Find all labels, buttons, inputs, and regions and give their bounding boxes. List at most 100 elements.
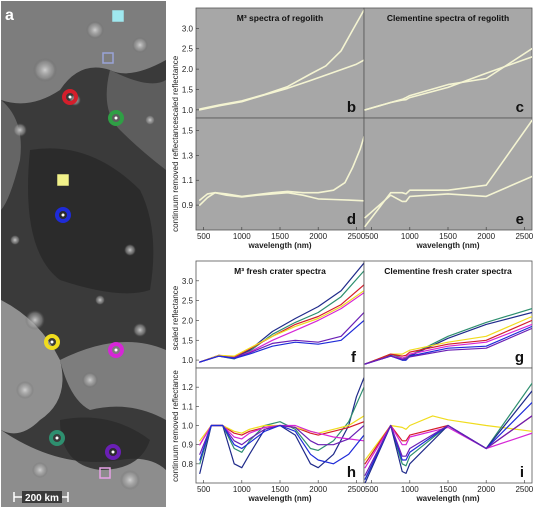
marker-ring-5 — [55, 207, 71, 223]
title-c: Clementine spectra of regolith — [387, 13, 509, 23]
panel-label-i: i — [520, 464, 524, 481]
xlabel-h: wavelength (nm) — [247, 494, 311, 503]
marker-square-4 — [57, 174, 69, 186]
crater — [13, 123, 27, 137]
panel-label-b: b — [347, 99, 356, 116]
highland-region — [60, 342, 166, 420]
crater — [86, 21, 104, 39]
highland-region — [106, 70, 166, 170]
xtick-label-d: 2000 — [309, 232, 327, 241]
highland-region — [1, 300, 63, 434]
panel-label-g: g — [515, 349, 524, 366]
ytick-label-f: 1.0 — [182, 356, 194, 365]
crater — [32, 462, 48, 478]
ytick-label-b: 1.0 — [182, 106, 194, 115]
marker-ring-6 — [44, 334, 60, 350]
crater — [33, 58, 57, 82]
title-g: Clementine fresh crater spectra — [384, 266, 512, 276]
crater — [82, 372, 98, 388]
plot-area-b — [195, 7, 365, 119]
series-line-g-3 — [364, 319, 532, 365]
plot-area-c — [363, 7, 533, 119]
sample-markers — [44, 10, 124, 479]
xtick-label-d: 1500 — [271, 232, 289, 241]
ytick-label-b: 2.5 — [182, 45, 194, 54]
xtick-label-e: 1000 — [401, 232, 419, 241]
crater — [95, 295, 105, 305]
marker-center-9 — [111, 450, 115, 454]
marker-center-5 — [61, 213, 65, 217]
xtick-label-i: 2500 — [515, 485, 533, 494]
series-line-e-0 — [364, 119, 532, 228]
panel-label-d: d — [347, 211, 356, 228]
crater — [16, 381, 34, 399]
xtick-label-i: 500 — [365, 485, 379, 494]
ytick-label-f: 1.5 — [182, 336, 194, 345]
marker-ring-7 — [108, 342, 124, 358]
crater — [10, 235, 20, 245]
series-line-e-1 — [364, 175, 532, 219]
xtick-label-h: 1000 — [233, 485, 251, 494]
xtick-label-e: 1500 — [439, 232, 457, 241]
ytick-label-d: 0.9 — [182, 201, 194, 210]
panel-g: Clementine fresh crater spectra g — [363, 260, 533, 369]
mare-region — [60, 417, 150, 470]
ytick-label-h: 1.0 — [182, 422, 194, 431]
ytick-label-h: 0.8 — [182, 460, 194, 469]
marker-center-8 — [55, 436, 59, 440]
marker-square-0 — [112, 10, 124, 22]
title-b: M³ spectra of regolith — [237, 13, 323, 23]
spectra-plots: 1.0 1.5 2.0 2.5 3.0 M³ spectra of regolith b Cl… — [182, 7, 534, 503]
title-f: M³ fresh crater spectra — [234, 266, 326, 276]
plot-area-f — [195, 260, 365, 369]
scale-bar-label-bg — [22, 491, 62, 503]
panel-label-a: a — [5, 7, 14, 24]
xtick-label-e: 2500 — [515, 232, 533, 241]
ylabel-bottom-scaled: scaled reflectance — [171, 285, 180, 350]
ytick-label-f: 3.0 — [182, 277, 194, 286]
series-line-h-3 — [199, 415, 364, 442]
ylabel-bottom-continuum: continuum removed reflectance — [171, 370, 180, 482]
panel-d: 0.9 1.1 1.3 1.5 500 1000 1500 2000 2500 wavelengt… — [182, 117, 366, 250]
xtick-label-i: 2000 — [477, 485, 495, 494]
xlabel-e: wavelength (nm) — [415, 241, 479, 250]
ytick-label-d: 1.5 — [182, 126, 194, 135]
ytick-label-d: 1.1 — [182, 176, 194, 185]
crater — [132, 37, 148, 53]
crater — [133, 323, 147, 337]
series-line-d-1 — [199, 135, 364, 206]
xtick-label-e: 500 — [365, 232, 379, 241]
lunar-map-panel: a 200 km — [1, 1, 166, 507]
panel-label-f: f — [351, 349, 357, 366]
xlabel-d: wavelength (nm) — [247, 241, 311, 250]
panel-label-e: e — [516, 211, 524, 228]
crater — [25, 310, 45, 330]
crater — [120, 470, 140, 490]
panel-h: 0.8 0.9 1.0 1.1 1.2 500 1000 1500 2000 2500 wavele… — [182, 367, 366, 503]
plot-area-d — [195, 117, 365, 231]
series-line-i-0 — [364, 415, 532, 461]
panel-b: 1.0 1.5 2.0 2.5 3.0 M³ spectra of regolith b — [182, 7, 365, 119]
ytick-label-h: 1.1 — [182, 402, 194, 411]
series-line-i-6 — [364, 415, 532, 476]
panel-c: Clementine spectra of regolith c — [363, 7, 533, 119]
xtick-label-i: 1000 — [401, 485, 419, 494]
ylabel-top-scaled: scaled reflectance — [171, 55, 180, 120]
xtick-label-h: 500 — [197, 485, 211, 494]
plot-area-e — [363, 117, 533, 231]
marker-center-7 — [114, 348, 118, 352]
xtick-label-h: 2500 — [347, 485, 365, 494]
ytick-label-f: 2.5 — [182, 297, 194, 306]
marker-square-10 — [99, 467, 111, 479]
panel-i: 500 1000 1500 2000 2500 wavelength (nm) i — [363, 367, 534, 503]
xtick-label-i: 1500 — [439, 485, 457, 494]
ytick-label-h: 0.9 — [182, 441, 194, 450]
xlabel-i: wavelength (nm) — [415, 494, 479, 503]
scale-bar-label: 200 km — [25, 493, 59, 504]
plot-area-g — [363, 260, 533, 369]
ytick-label-b: 2.0 — [182, 65, 194, 74]
series-line-h-6 — [199, 424, 364, 465]
marker-ring-3 — [108, 110, 124, 126]
panel-e: 500 1000 1500 2000 2500 wavelength (nm) e — [363, 117, 534, 250]
